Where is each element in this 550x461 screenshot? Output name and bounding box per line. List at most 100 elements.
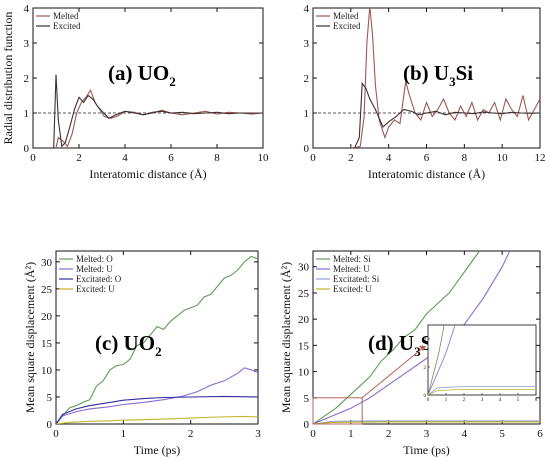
legend-label: Melted: O — [76, 254, 113, 264]
series-line — [56, 255, 258, 424]
y-tick-label: 3 — [304, 38, 310, 50]
series-line — [313, 420, 540, 424]
y-tick-label: 0 — [47, 419, 53, 431]
x-tick-label: 2 — [188, 428, 194, 440]
x-tick-label: 2 — [386, 428, 392, 440]
x-tick-label: 3 — [255, 428, 261, 440]
legend-label: Excited — [333, 21, 361, 31]
x-tick-label: 1 — [121, 428, 127, 440]
series-line — [55, 89, 263, 148]
zoom-arrow-head — [419, 346, 426, 351]
y-tick-label: 4 — [24, 3, 30, 15]
x-tick-label: 8 — [214, 152, 220, 164]
inset-x-tick-label: 1 — [445, 398, 448, 403]
series-line — [56, 367, 258, 424]
series-line — [354, 81, 540, 148]
inset-series-line — [428, 386, 536, 395]
inset-y-tick-label: 0 — [424, 394, 427, 399]
inset-series-line — [428, 388, 536, 395]
legend-label: Melted: Si — [333, 254, 371, 264]
inset-series — [428, 325, 536, 395]
inset-x-tick-label: 4 — [499, 398, 502, 403]
y-tick-label: 2 — [304, 73, 310, 85]
inset-x-tick-label: 0 — [427, 398, 430, 403]
y-tick-label: 0 — [304, 419, 310, 431]
series-group — [56, 255, 258, 424]
x-tick-label: 10 — [258, 152, 270, 164]
series-line — [56, 415, 258, 424]
x-tick-label: 0 — [53, 428, 59, 440]
y-tick-label: 2 — [24, 73, 30, 85]
y-tick-label: 5 — [304, 393, 310, 405]
inset-x-tick-label: 6 — [535, 398, 538, 403]
x-tick-label: 0 — [30, 152, 36, 164]
x-tick-label: 4 — [462, 428, 468, 440]
series-line — [53, 74, 263, 148]
zoom-region-box — [312, 397, 363, 425]
x-tick-label: 6 — [424, 152, 430, 164]
y-tick-label: 1 — [24, 108, 30, 120]
inset-frame — [427, 324, 537, 396]
series-group — [313, 251, 540, 424]
x-axis-label: Interatomic distance (Å) — [89, 167, 206, 181]
y-tick-label: 0 — [304, 143, 310, 155]
x-tick-label: 6 — [168, 152, 174, 164]
panel-title: (c) UO2 — [95, 331, 162, 359]
y-tick-label: 25 — [41, 284, 53, 296]
x-tick-label: 12 — [535, 152, 546, 164]
y-tick-label: 25 — [298, 288, 310, 300]
y-tick-label: 0 — [24, 143, 30, 155]
series-group — [53, 74, 263, 148]
plot-frame — [55, 250, 259, 425]
x-tick-label: 2 — [76, 152, 82, 164]
x-tick-label: 5 — [499, 428, 505, 440]
legend-label: Melted: U — [333, 264, 370, 274]
x-tick-label: 3 — [424, 428, 430, 440]
y-axis-label: Radial distribution function — [1, 12, 15, 145]
y-axis-label: Mean square displacement (Å²) — [279, 262, 293, 413]
series-line — [56, 395, 258, 424]
legend-label: Excitated: O — [76, 274, 122, 284]
x-tick-label: 10 — [497, 152, 509, 164]
inset-series-line — [428, 325, 445, 395]
legend-label: Melted: U — [76, 264, 113, 274]
x-axis-label: Interatomic distance (Å) — [368, 167, 485, 181]
y-tick-label: 10 — [41, 365, 53, 377]
y-axis-label: Mean square displacement (Å²) — [23, 262, 37, 413]
x-tick-label: 4 — [386, 152, 392, 164]
inset-x-tick-label: 2 — [463, 398, 466, 403]
y-tick-label: 1 — [304, 108, 310, 120]
y-tick-label: 5 — [47, 392, 53, 404]
x-tick-label: 6 — [537, 428, 543, 440]
y-tick-label: 20 — [41, 311, 53, 323]
panel-title: (a) UO2 — [108, 61, 176, 89]
inset-y-tick-label: 4 — [424, 338, 427, 343]
inset-series-line — [428, 325, 456, 395]
zoom-arrow — [361, 346, 425, 399]
series-line — [350, 8, 540, 148]
y-tick-label: 10 — [298, 367, 310, 379]
inset-x-tick-label: 5 — [517, 398, 520, 403]
legend-label: Melted — [53, 11, 79, 21]
legend-label: Excited — [53, 21, 81, 31]
series-line — [313, 421, 540, 424]
legend-label: Excited: U — [76, 284, 115, 294]
y-tick-label: 15 — [41, 338, 53, 350]
legend-label: Excited: U — [333, 284, 372, 294]
inset-x-tick-label: 3 — [481, 398, 484, 403]
y-tick-label: 4 — [304, 3, 310, 15]
x-tick-label: 8 — [462, 152, 468, 164]
x-tick-label: 2 — [348, 152, 354, 164]
inset-plot: 0 1 2 3 4 5 6 0 2 4 — [424, 324, 538, 403]
x-tick-label: 1 — [348, 428, 354, 440]
series-line — [313, 251, 511, 424]
y-tick-label: 30 — [41, 257, 53, 269]
legend-label: Melted — [333, 11, 359, 21]
panel-title: (b) U3Si — [403, 61, 473, 89]
y-tick-label: 3 — [24, 38, 30, 50]
series-group — [350, 8, 540, 148]
